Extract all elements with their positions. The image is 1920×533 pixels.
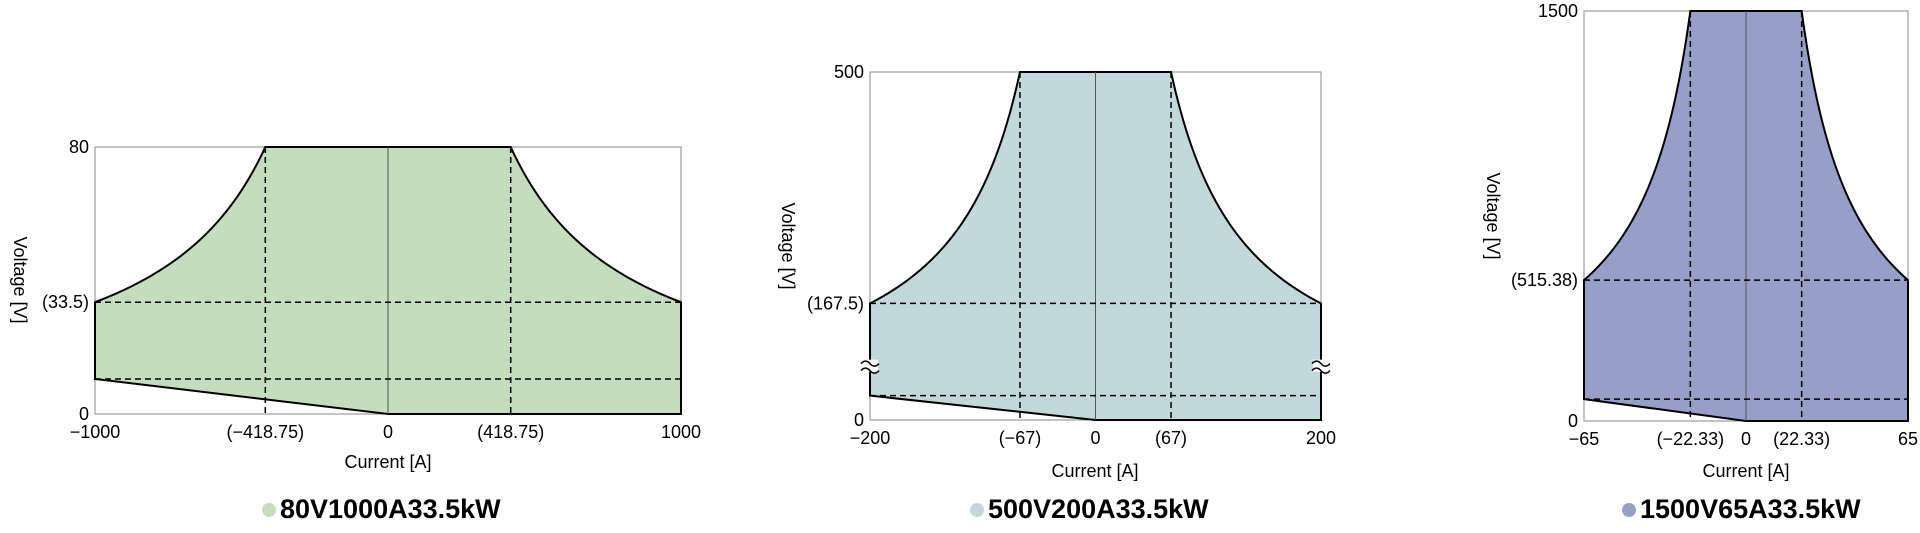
x-tick-label: (−418.75) (227, 422, 305, 442)
y-tick-label: 0 (1568, 411, 1578, 431)
caption-text: 80V1000A33.5kW (280, 494, 501, 524)
y-tick-label: 0 (79, 404, 89, 424)
x-tick-label: (−67) (999, 428, 1042, 448)
chart-caption: 500V200A33.5kW (970, 494, 1209, 524)
y-tick-label: 1500 (1538, 1, 1578, 21)
chart-panel: −1000 (−418.75) 0 (418.75) 1000 0 (33.5) 80 Curr… (10, 137, 701, 472)
y-axis-label: Voltage [V] (10, 236, 30, 323)
x-tick-label: −200 (850, 428, 891, 448)
x-tick-label: 200 (1306, 428, 1336, 448)
chart-caption: 1500V65A33.5kW (1622, 494, 1861, 524)
area-boundary (94, 146, 682, 415)
y-tick-label: 80 (69, 137, 89, 157)
legend-swatch (970, 503, 984, 517)
x-axis-label: Current [A] (1051, 461, 1138, 481)
y-tick-label: (167.5) (807, 293, 864, 313)
x-tick-label: 0 (1090, 428, 1100, 448)
y-tick-label: 0 (854, 410, 864, 430)
y-tick-label: (515.38) (1511, 270, 1578, 290)
x-tick-label: 65 (1898, 429, 1918, 449)
y-axis-label: Voltage [V] (1483, 172, 1503, 259)
x-tick-label: −65 (1569, 429, 1600, 449)
y-tick-label: (33.5) (42, 292, 89, 312)
area-boundary (869, 71, 1322, 421)
x-tick-label: (22.33) (1773, 429, 1830, 449)
x-tick-label: 1000 (661, 422, 701, 442)
y-tick-label: 500 (834, 62, 864, 82)
y-axis-label: Voltage [V] (778, 202, 798, 289)
x-axis-label: Current [A] (1702, 461, 1789, 481)
x-axis-label: Current [A] (344, 452, 431, 472)
caption-text: 1500V65A33.5kW (1640, 494, 1861, 524)
x-tick-label: 0 (1741, 429, 1751, 449)
x-tick-label: (67) (1155, 428, 1187, 448)
x-tick-label: (418.75) (477, 422, 544, 442)
chart-panel: −65 (−22.33) 0 (22.33) 65 0 (515.38) 1500 Curren… (1483, 1, 1918, 481)
axis-break-mark (860, 360, 880, 374)
caption-text: 500V200A33.5kW (988, 494, 1209, 524)
x-tick-label: 0 (383, 422, 393, 442)
axis-break-mark (1311, 360, 1331, 374)
legend-swatch (262, 503, 276, 517)
x-tick-label: (−22.33) (1657, 429, 1725, 449)
legend-swatch (1622, 503, 1636, 517)
area-boundary (1583, 10, 1909, 422)
chart-panel: −200 (−67) 0 (67) 200 0 (167.5) 500 Current [A] V… (778, 62, 1336, 481)
chart-caption: 80V1000A33.5kW (262, 494, 501, 524)
x-tick-label: −1000 (70, 422, 121, 442)
